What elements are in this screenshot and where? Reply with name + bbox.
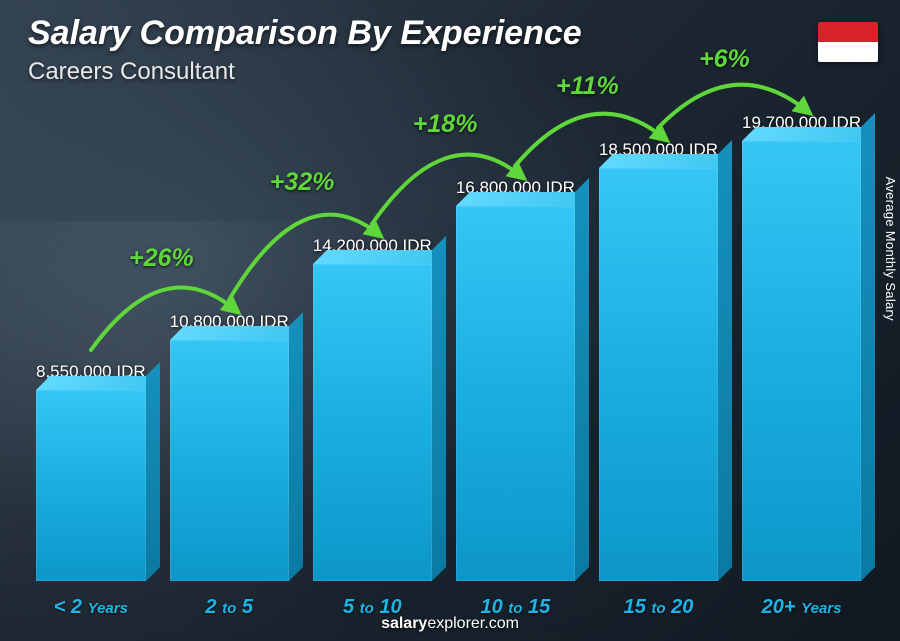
country-flag-icon [818, 22, 878, 62]
bar-top-face [36, 376, 160, 390]
flag-top-stripe [818, 22, 878, 42]
bar-side-face [146, 362, 160, 581]
bar [742, 141, 861, 581]
content-root: Salary Comparison By Experience Careers … [0, 0, 900, 641]
bar [313, 264, 432, 581]
growth-percent-label: +11% [556, 72, 619, 101]
bar-slot: 14,200,000 IDR5 to 10 [313, 236, 432, 581]
y-axis-label: Average Monthly Salary [883, 176, 898, 320]
bar-side-face [575, 178, 589, 581]
bar [456, 206, 575, 581]
footer-brand-bold: salary [381, 615, 427, 632]
growth-percent-label: +18% [413, 110, 478, 139]
bar-top-face [599, 154, 732, 168]
flag-bottom-stripe [818, 42, 878, 62]
bar-side-face [432, 236, 446, 581]
bar-slot: 8,550,000 IDR< 2 Years [36, 362, 146, 581]
bar-slot: 19,700,000 IDR20+ Years [742, 113, 861, 581]
bar-side-face [861, 113, 875, 581]
bar [599, 168, 718, 581]
footer-brand-rest: explorer.com [427, 615, 519, 632]
bar-slot: 18,500,000 IDR15 to 20 [599, 140, 718, 581]
bar-side-face [289, 312, 303, 581]
bar [170, 340, 289, 581]
bar-side-face [718, 140, 732, 581]
bar-top-face [456, 192, 589, 206]
growth-percent-label: +26% [129, 244, 194, 273]
page-subtitle: Careers Consultant [28, 58, 235, 86]
growth-percent-label: +6% [699, 45, 750, 74]
growth-percent-label: +32% [270, 168, 335, 197]
bar-top-face [742, 127, 875, 141]
salary-bar-chart: 8,550,000 IDR< 2 Years10,800,000 IDR2 to… [30, 101, 850, 581]
bar-slot: 10,800,000 IDR2 to 5 [170, 312, 289, 581]
page-title: Salary Comparison By Experience [28, 14, 582, 53]
bar-top-face [313, 250, 446, 264]
bar [36, 390, 146, 581]
footer-brand: salaryexplorer.com [0, 615, 900, 633]
bar-top-face [170, 326, 303, 340]
bar-slot: 16,800,000 IDR10 to 15 [456, 178, 575, 581]
